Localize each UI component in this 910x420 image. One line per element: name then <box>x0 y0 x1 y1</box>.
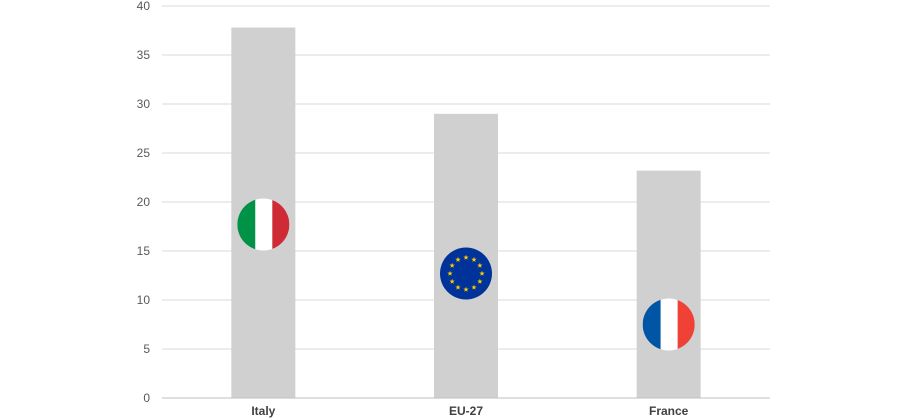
y-tick-label: 25 <box>137 146 151 160</box>
eu-star <box>463 286 469 292</box>
bars <box>231 27 701 399</box>
x-category-label: EU-27 <box>449 404 483 418</box>
flag-icons <box>237 198 695 351</box>
eu-flag-icon <box>440 247 492 300</box>
eu-star <box>455 284 461 290</box>
y-axis-ticks: 0 5 10 15 20 25 30 35 40 <box>137 0 151 405</box>
x-category-label: Italy <box>251 404 275 418</box>
eu-star <box>479 270 485 276</box>
eu-star <box>471 284 477 290</box>
italy-flag-icon <box>237 198 290 251</box>
eu-star <box>463 254 469 260</box>
y-tick-label: 0 <box>143 391 150 405</box>
eu-star <box>449 262 455 268</box>
y-tick-label: 5 <box>143 342 150 356</box>
y-tick-label: 20 <box>137 195 151 209</box>
eu-star <box>449 278 455 284</box>
eu-star <box>447 270 453 276</box>
y-tick-label: 15 <box>137 244 151 258</box>
y-tick-label: 30 <box>137 97 151 111</box>
y-tick-label: 35 <box>137 48 151 62</box>
x-axis-labels: Italy EU-27 France <box>251 404 688 418</box>
x-category-label: France <box>649 404 689 418</box>
eu-star <box>455 256 461 262</box>
eu-star <box>477 262 483 268</box>
y-tick-label: 40 <box>137 0 151 13</box>
bar-france <box>636 170 701 398</box>
eu-star <box>477 278 483 284</box>
france-flag-icon <box>642 298 695 351</box>
y-tick-label: 10 <box>137 293 151 307</box>
eu-star <box>471 256 477 262</box>
